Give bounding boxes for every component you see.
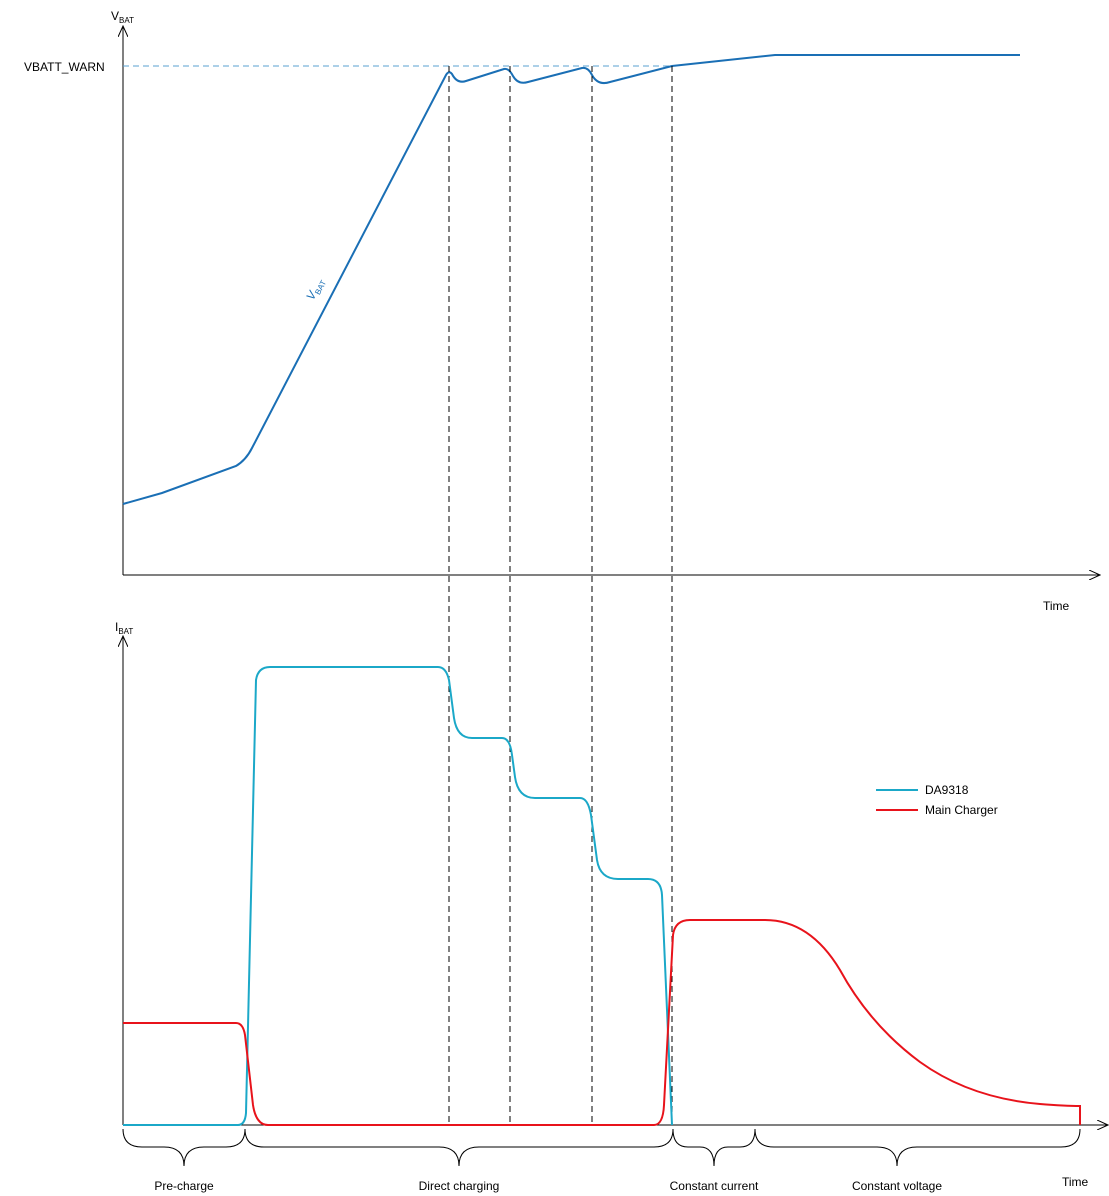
vbat-curve-label: VBAT [303,275,328,303]
brace-pre-charge [122,1128,246,1167]
vbat-plot: VBAT Time VBATT_WARN VBAT [24,9,1100,613]
vbatt-warn-label: VBATT_WARN [24,60,105,74]
vbat-y-axis-label: VBAT [111,9,134,25]
phase-label-constant-voltage: Constant voltage [852,1179,942,1193]
phase-label-direct-charging: Direct charging [419,1179,500,1193]
phase-labels: Pre-charge Direct charging Constant curr… [154,1179,942,1193]
legend-label-main-charger: Main Charger [925,803,998,817]
phase-label-constant-current: Constant current [670,1179,759,1193]
legend: DA9318 Main Charger [876,783,998,817]
da9318-current-curve [123,666,673,1126]
ibat-y-axis-label: IBAT [115,620,133,636]
brace-direct-charging [244,1128,674,1167]
ibat-x-axis-label: Time [1062,1175,1089,1189]
brace-constant-voltage [754,1128,1081,1167]
phase-markers [448,66,673,1125]
ibat-plot: IBAT Time DA9318 Main Charger [115,620,1108,1189]
vbat-x-axis-label: Time [1043,599,1070,613]
vbat-curve [122,54,1020,505]
legend-label-da9318: DA9318 [925,783,969,797]
phase-braces [122,1128,1081,1167]
brace-constant-current [672,1128,756,1167]
main-charger-current-curve [123,919,1081,1126]
phase-label-pre-charge: Pre-charge [154,1179,214,1193]
